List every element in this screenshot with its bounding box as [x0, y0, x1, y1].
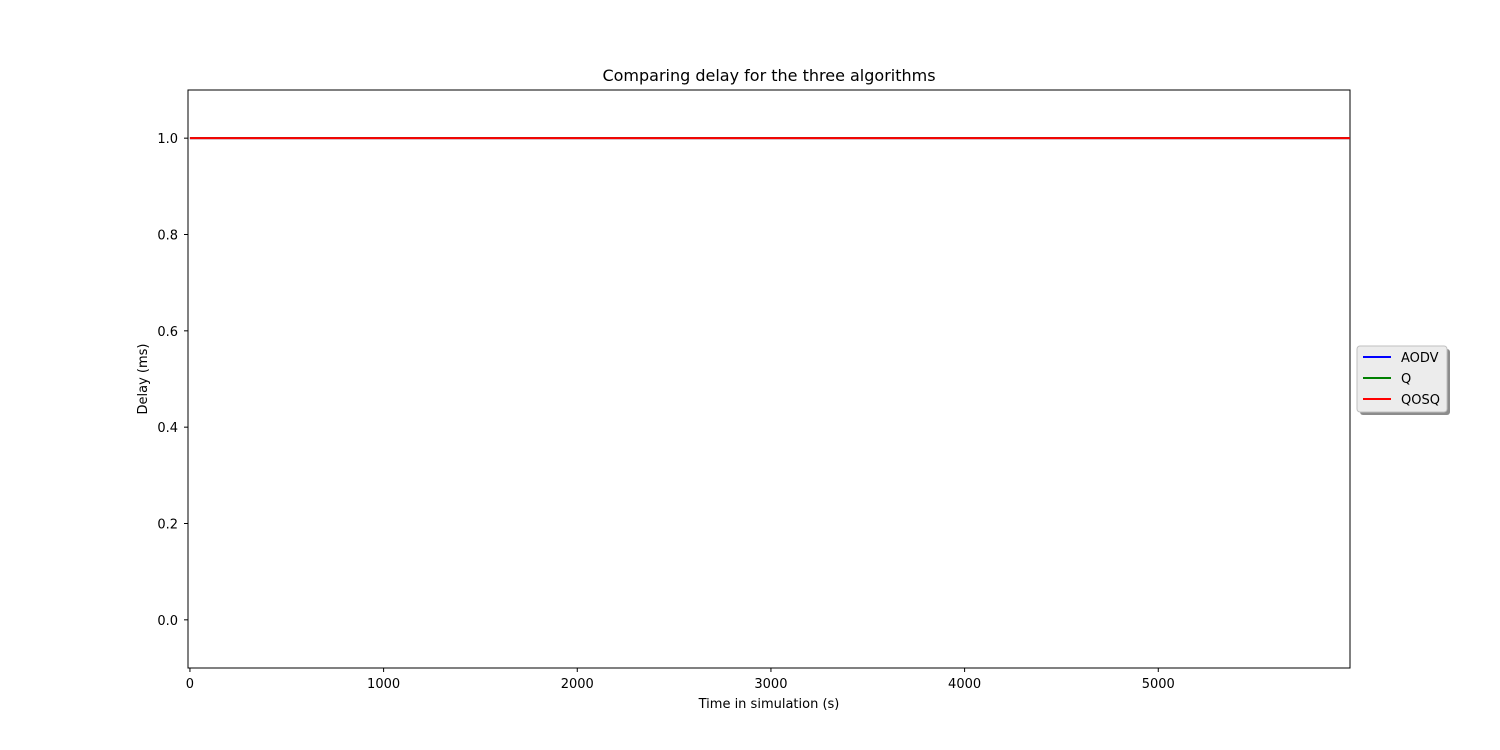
y-tick-label: 0.0 — [157, 614, 178, 629]
x-tick-label: 3000 — [754, 677, 787, 692]
legend: AODV Q QOSQ — [1356, 345, 1450, 415]
plot-area — [187, 89, 1351, 669]
legend-label-aodv: AODV — [1401, 351, 1439, 366]
x-tick-label: 0 — [186, 677, 194, 692]
y-tick-label: 0.6 — [157, 325, 178, 340]
y-tick-label: 0.8 — [157, 229, 178, 244]
x-axis-title: Time in simulation (s) — [698, 697, 840, 712]
y-tick-label: 1.0 — [157, 132, 178, 147]
x-axis: 0 1000 2000 3000 4000 5000 — [186, 668, 1175, 692]
x-tick-label: 4000 — [948, 677, 981, 692]
chart-title: Comparing delay for the three algorithms — [602, 66, 935, 85]
x-tick-label: 2000 — [561, 677, 594, 692]
y-axis-title: Delay (ms) — [136, 344, 151, 415]
x-tick-label: 1000 — [367, 677, 400, 692]
legend-label-qosq: QOSQ — [1401, 393, 1440, 408]
legend-box — [1356, 345, 1448, 413]
y-axis: 0.0 0.2 0.4 0.6 0.8 1.0 — [157, 132, 188, 629]
y-tick-label: 0.4 — [157, 421, 178, 436]
y-tick-label: 0.2 — [157, 518, 178, 533]
legend-label-q: Q — [1401, 372, 1411, 387]
x-tick-label: 5000 — [1142, 677, 1175, 692]
